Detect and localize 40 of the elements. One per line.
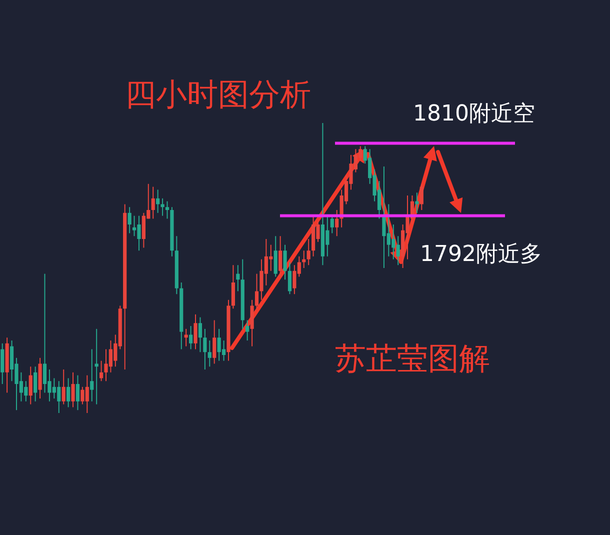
candlestick [34, 366, 38, 402]
chart-title: 四小时图分析 [125, 77, 311, 113]
candlestick [151, 186, 155, 220]
candlestick [156, 189, 160, 214]
candlestick [330, 215, 334, 234]
candlestick [246, 320, 250, 341]
candlestick [76, 374, 80, 411]
candlestick [212, 320, 216, 364]
candlestick [203, 328, 207, 370]
candlestick [306, 238, 310, 266]
candlestick [278, 236, 282, 278]
candlestick [165, 200, 170, 220]
candlestick [99, 360, 104, 382]
annotation: 苏芷莹图解 [335, 341, 490, 377]
candlestick [250, 299, 254, 347]
candlestick [94, 328, 98, 405]
candlestick [0, 342, 4, 384]
candlestick [254, 273, 259, 310]
candlestick [236, 264, 240, 292]
candlestick [194, 314, 198, 350]
candlestick [189, 326, 193, 350]
candlestick [288, 262, 292, 295]
candlestick [208, 340, 212, 368]
candlestick [198, 316, 202, 353]
candlestick [420, 183, 424, 210]
candlestick [222, 340, 226, 362]
candlestick [184, 328, 188, 347]
candlestick [274, 236, 278, 278]
candlestick [62, 369, 66, 405]
candlestick [231, 264, 235, 310]
ref-line-label: 1792附近多 [420, 242, 542, 267]
candlestick [160, 198, 164, 216]
candlestick [283, 244, 287, 280]
candlestick [90, 348, 94, 402]
candlestick [28, 366, 32, 405]
candlestick [335, 210, 339, 237]
ref-line-label: 1810附近空 [413, 101, 535, 126]
candlestick [128, 206, 132, 234]
candlestick [71, 372, 75, 408]
candlestick [66, 378, 70, 408]
